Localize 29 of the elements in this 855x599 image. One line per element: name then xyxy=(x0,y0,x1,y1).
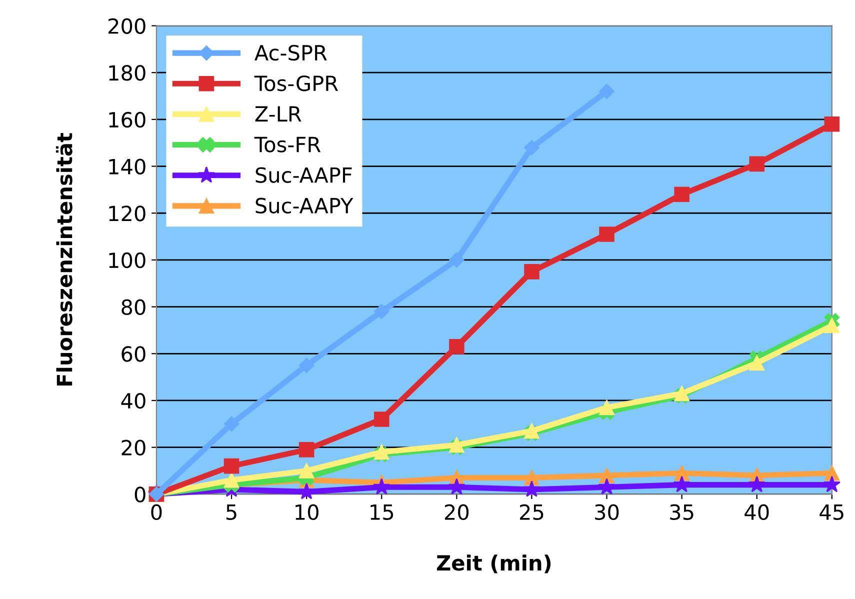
y-tick-label: 160 xyxy=(109,112,146,128)
legend-label: Z-LR xyxy=(255,106,302,122)
x-tick-label: 15 xyxy=(370,504,394,520)
legend-label: Tos-FR xyxy=(254,136,321,152)
x-tick-label: 5 xyxy=(226,504,236,520)
x-tick-label: 20 xyxy=(444,504,469,520)
x-tick-label: 45 xyxy=(820,504,844,520)
x-tick-label: 30 xyxy=(595,504,619,520)
y-tick-label: 140 xyxy=(109,158,146,174)
y-tick-label: 40 xyxy=(121,392,146,409)
y-tick-label: 200 xyxy=(108,18,146,34)
y-tick-label: 100 xyxy=(109,252,146,268)
x-tick-label: 0 xyxy=(151,504,162,520)
y-axis-title: Fluoreszenzintensität xyxy=(56,132,72,386)
legend-label: Tos-GPR xyxy=(254,75,338,92)
x-axis-title: Zeit (min) xyxy=(436,554,551,574)
legend-label: Suc-AAPY xyxy=(256,198,354,214)
y-tick-label: 0 xyxy=(134,486,146,502)
legend-label: Ac-SPR xyxy=(254,44,327,61)
x-tick-label: 40 xyxy=(744,504,769,520)
x-tick-label: 25 xyxy=(520,504,544,520)
y-tick-label: 60 xyxy=(122,346,146,362)
y-tick-label: 180 xyxy=(109,65,146,81)
y-tick-label: 120 xyxy=(109,206,146,222)
legend-label: Suc-AAPF xyxy=(256,167,352,183)
x-tick-label: 10 xyxy=(296,504,318,520)
x-tick-label: 35 xyxy=(670,504,694,520)
y-tick-label: 80 xyxy=(122,299,146,316)
y-tick-label: 20 xyxy=(122,440,146,456)
